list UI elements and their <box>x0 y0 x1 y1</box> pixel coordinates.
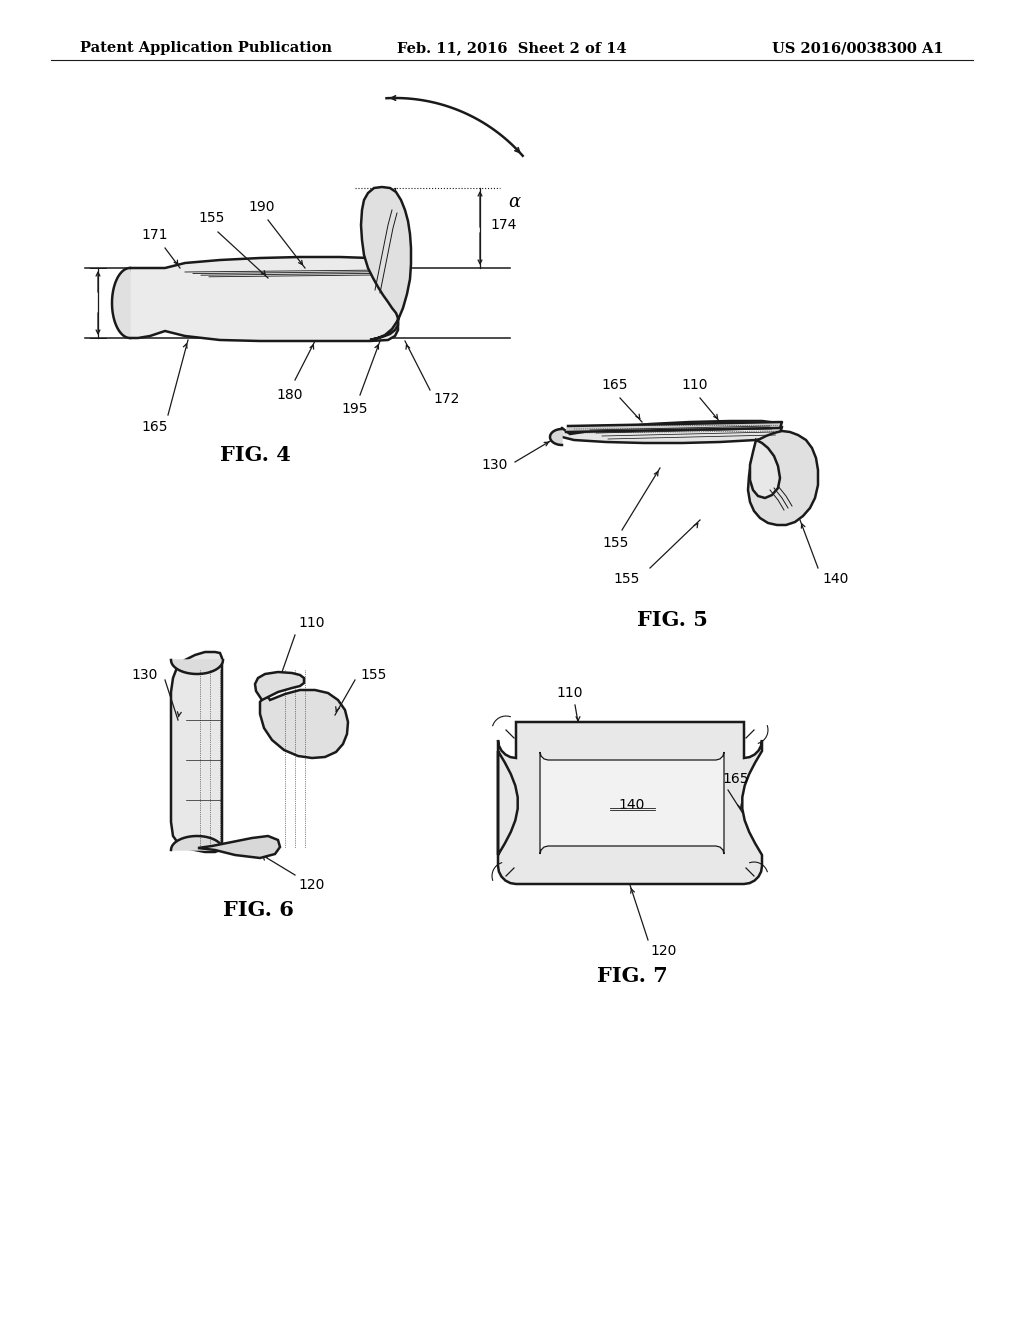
Text: 180: 180 <box>276 388 303 403</box>
Text: 120: 120 <box>650 944 677 958</box>
Text: 190: 190 <box>249 201 275 214</box>
Polygon shape <box>255 672 304 700</box>
Polygon shape <box>171 836 223 850</box>
Text: 171: 171 <box>141 228 168 242</box>
Polygon shape <box>558 421 782 444</box>
Text: 165: 165 <box>141 420 168 434</box>
Polygon shape <box>171 652 222 851</box>
Text: 174: 174 <box>490 218 516 232</box>
Text: Patent Application Publication: Patent Application Publication <box>80 41 332 55</box>
Text: FIG. 7: FIG. 7 <box>597 966 668 986</box>
Text: 130: 130 <box>132 668 158 682</box>
Text: 165: 165 <box>602 378 629 392</box>
Text: US 2016/0038300 A1: US 2016/0038300 A1 <box>772 41 944 55</box>
Text: Feb. 11, 2016  Sheet 2 of 14: Feb. 11, 2016 Sheet 2 of 14 <box>397 41 627 55</box>
Polygon shape <box>171 660 223 675</box>
Text: FIG. 4: FIG. 4 <box>219 445 291 465</box>
Text: α: α <box>508 193 520 211</box>
Text: 195: 195 <box>342 403 369 416</box>
Polygon shape <box>748 432 818 525</box>
Polygon shape <box>566 422 782 432</box>
Polygon shape <box>550 429 562 445</box>
Polygon shape <box>750 440 780 498</box>
Polygon shape <box>112 268 130 338</box>
Text: 130: 130 <box>481 458 508 473</box>
Polygon shape <box>498 722 762 884</box>
Text: FIG. 5: FIG. 5 <box>637 610 708 630</box>
Text: FIG. 6: FIG. 6 <box>222 900 294 920</box>
Polygon shape <box>260 690 348 758</box>
Text: 140: 140 <box>618 799 645 812</box>
Text: 155: 155 <box>613 572 640 586</box>
Text: 110: 110 <box>298 616 325 630</box>
Text: 155: 155 <box>603 536 629 550</box>
Polygon shape <box>540 752 724 854</box>
Text: 140: 140 <box>822 572 848 586</box>
Text: 155: 155 <box>360 668 386 682</box>
Text: 120: 120 <box>298 878 325 892</box>
Text: 155: 155 <box>199 211 225 224</box>
Text: 172: 172 <box>433 392 460 407</box>
Text: 110: 110 <box>557 686 584 700</box>
Text: 165: 165 <box>722 772 749 785</box>
Polygon shape <box>125 257 398 341</box>
Polygon shape <box>198 836 280 858</box>
Polygon shape <box>361 187 411 341</box>
Text: 110: 110 <box>682 378 709 392</box>
